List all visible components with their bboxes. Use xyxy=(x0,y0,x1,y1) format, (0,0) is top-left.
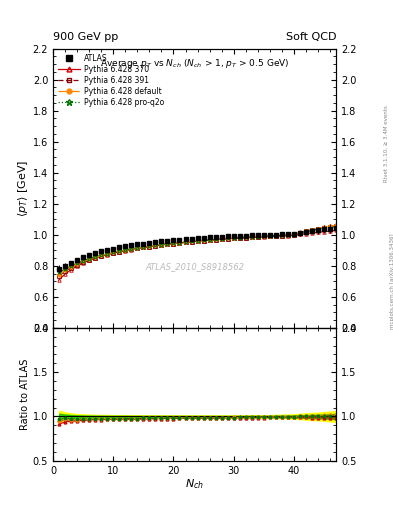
Y-axis label: Ratio to ATLAS: Ratio to ATLAS xyxy=(20,358,30,430)
Text: mcplots.cern.ch [arXiv:1306.3436]: mcplots.cern.ch [arXiv:1306.3436] xyxy=(390,234,393,329)
Legend: ATLAS, Pythia 6.428 370, Pythia 6.428 391, Pythia 6.428 default, Pythia 6.428 pr: ATLAS, Pythia 6.428 370, Pythia 6.428 39… xyxy=(57,52,165,108)
Text: Soft QCD: Soft QCD xyxy=(286,32,336,42)
X-axis label: $N_{ch}$: $N_{ch}$ xyxy=(185,477,204,491)
Text: Rivet 3.1.10, ≥ 3.4M events: Rivet 3.1.10, ≥ 3.4M events xyxy=(384,105,388,182)
Text: ATLAS_2010_S8918562: ATLAS_2010_S8918562 xyxy=(145,262,244,271)
Text: 900 GeV pp: 900 GeV pp xyxy=(53,32,118,42)
Text: Average $p_T$ vs $N_{ch}$ ($N_{ch}$ > 1, $p_T$ > 0.5 GeV): Average $p_T$ vs $N_{ch}$ ($N_{ch}$ > 1,… xyxy=(100,57,289,70)
Y-axis label: $\langle p_T \rangle$ [GeV]: $\langle p_T \rangle$ [GeV] xyxy=(16,160,30,217)
